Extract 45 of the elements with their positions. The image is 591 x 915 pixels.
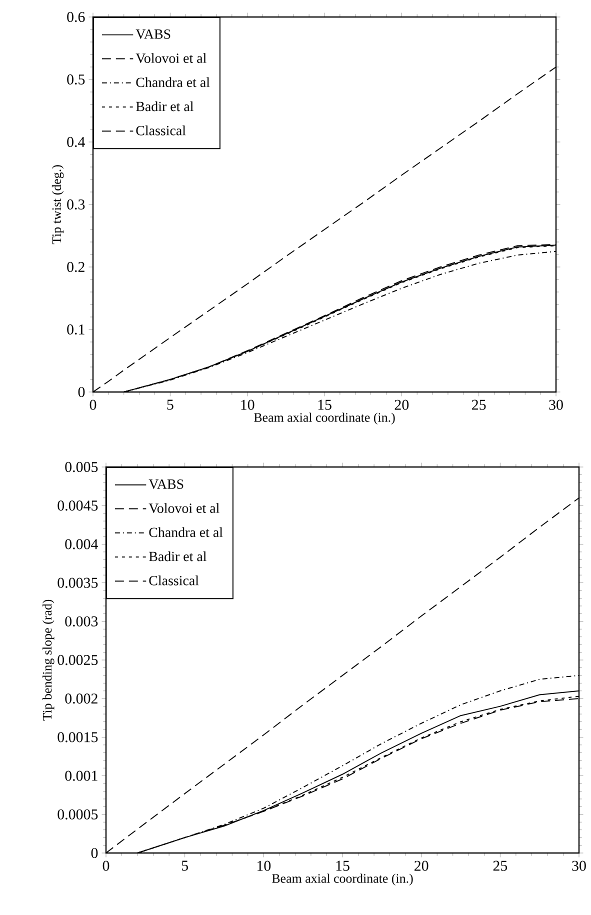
x-tick-label: 5: [182, 860, 188, 871]
x-tick-label: 25: [493, 860, 508, 871]
y-tick-label: 0.0025: [58, 654, 98, 666]
x-tick-label: 15: [318, 400, 332, 410]
x-tick-label: 30: [549, 400, 563, 410]
y-axis-title: Tip bending slope (rad): [42, 600, 54, 720]
y-tick-label: 0.001: [65, 770, 98, 781]
x-tick-label: 10: [258, 860, 271, 871]
legend-label: Volovoi et al: [148, 503, 220, 514]
y-tick-label: 0.5: [67, 74, 85, 85]
legend-label: Badir et al: [136, 101, 194, 112]
y-tick-label: 0.1: [67, 324, 84, 335]
x-tick-label: 5: [167, 400, 174, 410]
legend-label: VABS: [136, 29, 170, 39]
legend-label: VABS: [148, 479, 184, 489]
y-tick-label: 0.6: [67, 12, 85, 22]
legend-label: Badir et al: [149, 551, 206, 562]
y-tick-label: 0.0005: [58, 809, 98, 820]
x-tick-label: 10: [241, 400, 254, 410]
x-tick-label: 25: [472, 400, 486, 410]
y-tick-label: 0.003: [65, 616, 98, 626]
y-tick-label: 0.0045: [58, 500, 98, 511]
y-tick-label: 0.005: [65, 462, 98, 472]
legend-label: Classical: [149, 575, 199, 586]
x-tick-label: 0: [102, 860, 110, 871]
y-tick-label: 0: [91, 848, 98, 858]
y-tick-label: 0.0035: [58, 578, 98, 588]
legend-label: Chandra et al: [136, 77, 210, 88]
y-tick-label: 0.0015: [58, 732, 98, 742]
legend-label: Volovoi et al: [136, 53, 206, 64]
y-axis-title: Tip twist (deg.): [52, 165, 64, 244]
x-tick-label: 20: [414, 860, 428, 871]
legend-label: Chandra et al: [149, 527, 223, 538]
y-tick-label: 0.004: [65, 539, 98, 550]
x-axis-title: Beam axial coordinate (in.): [254, 412, 395, 424]
x-tick-label: 15: [336, 860, 350, 871]
x-tick-label: 30: [572, 860, 586, 871]
legend-label: Classical: [136, 125, 186, 136]
y-tick-label: 0.2: [67, 262, 84, 272]
y-tick-label: 0.4: [67, 136, 85, 148]
y-tick-label: 0: [78, 386, 85, 398]
x-tick-label: 20: [394, 400, 409, 410]
y-tick-label: 0.3: [67, 199, 85, 210]
y-tick-label: 0.002: [65, 694, 98, 704]
x-axis-title: Beam axial coordinate (in.): [272, 874, 413, 886]
